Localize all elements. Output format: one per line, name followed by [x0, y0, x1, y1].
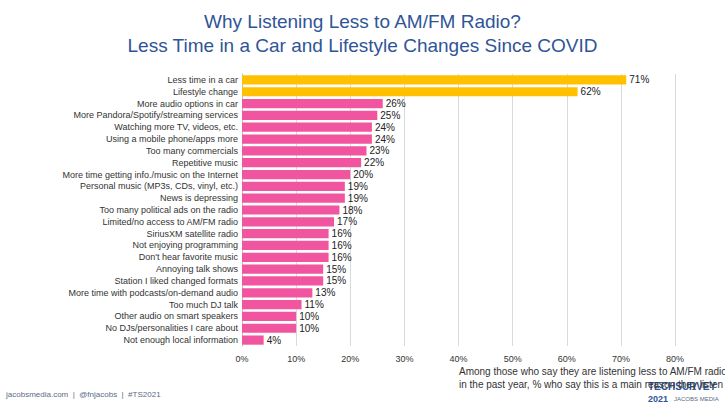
svg-text:Too many commercials: Too many commercials — [146, 146, 239, 156]
svg-text:10%: 10% — [287, 354, 305, 364]
svg-text:Less time in a car: Less time in a car — [167, 75, 238, 85]
svg-text:19%: 19% — [348, 181, 368, 192]
svg-text:Lifestyle change: Lifestyle change — [173, 87, 238, 97]
svg-text:Using a mobile phone/apps more: Using a mobile phone/apps more — [106, 134, 238, 144]
svg-text:Watching more TV, videos, etc.: Watching more TV, videos, etc. — [114, 122, 238, 132]
svg-text:jacobsmedia.com | @fnjacobs: jacobsmedia.com | @fnjacobs | #TS2021 — [5, 390, 161, 399]
svg-text:70%: 70% — [612, 354, 630, 364]
svg-text:10%: 10% — [299, 311, 319, 322]
svg-text:71%: 71% — [629, 74, 649, 85]
svg-text:Station I liked changed format: Station I liked changed formats — [114, 276, 238, 286]
svg-text:18%: 18% — [342, 205, 362, 216]
svg-text:11%: 11% — [305, 299, 324, 310]
svg-text:17%: 17% — [337, 216, 357, 227]
svg-text:Not enjoying programming: Not enjoying programming — [132, 240, 238, 250]
svg-text:26%: 26% — [386, 98, 406, 109]
svg-text:10%: 10% — [299, 323, 319, 334]
svg-text:16%: 16% — [332, 252, 352, 263]
svg-text:24%: 24% — [375, 122, 395, 133]
svg-text:50%: 50% — [504, 354, 522, 364]
svg-text:Don't hear favorite music: Don't hear favorite music — [139, 252, 239, 262]
svg-text:80%: 80% — [666, 354, 684, 364]
svg-text:Personal music (MP3s, CDs, vin: Personal music (MP3s, CDs, vinyl, etc.) — [80, 181, 238, 191]
svg-text:20%: 20% — [353, 169, 373, 180]
svg-text:Among those who say they are l: Among those who say they are listening l… — [459, 366, 725, 377]
svg-text:JACOBS MEDIA: JACOBS MEDIA — [674, 396, 719, 402]
svg-text:23%: 23% — [369, 145, 389, 156]
svg-text:25%: 25% — [380, 110, 400, 121]
svg-text:16%: 16% — [332, 228, 352, 239]
svg-text:19%: 19% — [348, 193, 368, 204]
svg-text:News is depressing: News is depressing — [160, 193, 238, 203]
svg-text:0%: 0% — [235, 354, 248, 364]
svg-text:62%: 62% — [581, 86, 601, 97]
svg-text:Too many political ads on the: Too many political ads on the radio — [99, 205, 238, 215]
svg-text:20%: 20% — [341, 354, 359, 364]
svg-text:40%: 40% — [449, 354, 467, 364]
svg-text:Repetitive music: Repetitive music — [172, 158, 239, 168]
svg-text:More time getting info./music: More time getting info./music on the Int… — [62, 170, 238, 180]
svg-text:More audio options in car: More audio options in car — [137, 99, 238, 109]
svg-text:15%: 15% — [326, 275, 346, 286]
svg-text:2021: 2021 — [648, 394, 668, 404]
svg-text:No DJs/personalities I care ab: No DJs/personalities I care about — [105, 323, 238, 333]
svg-text:More Pandora/Spotify/streaming: More Pandora/Spotify/streaming services — [73, 110, 238, 120]
svg-text:Less Time in a Car and Lifesty: Less Time in a Car and Lifestyle Changes… — [128, 35, 598, 56]
svg-text:30%: 30% — [395, 354, 413, 364]
svg-text:60%: 60% — [558, 354, 576, 364]
svg-text:22%: 22% — [364, 157, 384, 168]
svg-text:in the past year, % who say th: in the past year, % who say this is a ma… — [459, 379, 725, 390]
svg-text:13%: 13% — [315, 287, 335, 298]
svg-text:Not enough local information: Not enough local information — [123, 335, 238, 345]
svg-text:SiriusXM satellite radio: SiriusXM satellite radio — [146, 229, 238, 239]
svg-text:4%: 4% — [267, 335, 282, 346]
svg-text:15%: 15% — [326, 264, 346, 275]
svg-text:24%: 24% — [375, 134, 395, 145]
svg-text:Why Listening Less to AM/FM Ra: Why Listening Less to AM/FM Radio? — [204, 11, 521, 32]
svg-text:Annoying talk shows: Annoying talk shows — [156, 264, 239, 274]
svg-text:Too much DJ talk: Too much DJ talk — [169, 300, 239, 310]
svg-text:Limited/no access to AM/FM rad: Limited/no access to AM/FM radio — [102, 217, 238, 227]
svg-text:16%: 16% — [332, 240, 352, 251]
svg-text:More time with podcasts/on-dem: More time with podcasts/on-demand audio — [68, 288, 238, 298]
svg-text:Other audio on smart speakers: Other audio on smart speakers — [114, 311, 238, 321]
